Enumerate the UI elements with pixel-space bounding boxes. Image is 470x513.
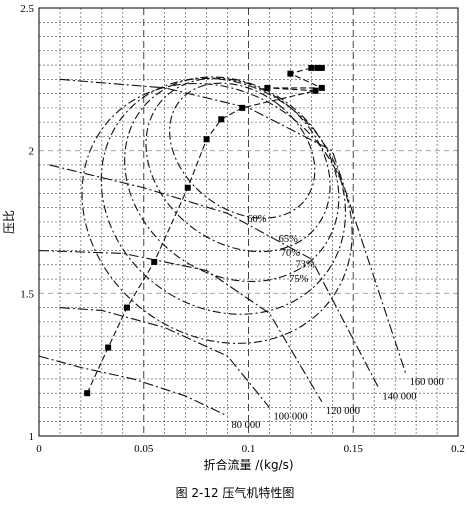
surge-point bbox=[287, 70, 294, 77]
surge-points bbox=[84, 64, 325, 397]
efficiency-islands bbox=[81, 76, 353, 344]
efficiency-label: 73% bbox=[295, 260, 315, 271]
efficiency-island bbox=[145, 77, 331, 253]
surge-point bbox=[151, 258, 158, 265]
y-tick-label: 1.5 bbox=[20, 288, 34, 300]
axis-ticks: 0 0.05 0.1 0.15 0.2 1 1.5 2 2.5 bbox=[20, 3, 465, 455]
surge-point bbox=[318, 64, 325, 71]
speed-line bbox=[38, 355, 228, 417]
surge-point bbox=[105, 344, 112, 351]
surge-point bbox=[123, 304, 130, 311]
surge-point bbox=[184, 184, 191, 191]
surge-point bbox=[308, 64, 315, 71]
surge-point bbox=[314, 64, 321, 71]
surge-point bbox=[203, 136, 210, 143]
y-axis-label: 压比 bbox=[2, 210, 16, 234]
chart-annotations: 60% 65% 70%73% 75% 80 000 100 000 120 000 140 0… bbox=[232, 214, 444, 431]
efficiency-label: 75% bbox=[289, 274, 309, 285]
speed-label: 140 000 bbox=[382, 391, 416, 402]
surge-point bbox=[318, 84, 325, 91]
surge-point bbox=[312, 87, 319, 94]
speed-label: 80 000 bbox=[232, 420, 261, 431]
speed-line bbox=[49, 164, 379, 388]
speed-label: 120 000 bbox=[326, 406, 360, 417]
speed-line bbox=[38, 249, 323, 403]
x-tick-label: 0.2 bbox=[451, 443, 465, 455]
surge-point bbox=[239, 104, 246, 111]
x-axis-label: 折合流量 /(kg/s) bbox=[203, 457, 293, 472]
efficiency-island bbox=[169, 82, 316, 219]
y-tick-label: 2 bbox=[29, 146, 35, 158]
x-tick-label: 0.1 bbox=[242, 443, 256, 455]
surge-point bbox=[264, 84, 271, 91]
x-tick-label: 0 bbox=[36, 443, 42, 455]
efficiency-island bbox=[124, 76, 340, 283]
x-tick-label: 0.05 bbox=[134, 443, 154, 455]
surge-point bbox=[218, 116, 225, 123]
surge-point bbox=[84, 390, 91, 397]
speed-label: 160 000 bbox=[410, 377, 444, 388]
speed-label: 100 000 bbox=[273, 411, 307, 422]
y-tick-label: 1 bbox=[29, 431, 35, 443]
efficiency-label: 65% bbox=[279, 234, 299, 245]
efficiency-label: 60% bbox=[247, 214, 267, 225]
y-tick-label: 2.5 bbox=[20, 3, 34, 15]
plot-frame bbox=[38, 7, 459, 437]
efficiency-label: 70% bbox=[281, 248, 301, 259]
efficiency-island bbox=[100, 77, 347, 315]
x-tick-label: 0.15 bbox=[344, 443, 364, 455]
speed-line bbox=[59, 78, 407, 374]
efficiency-island bbox=[81, 82, 353, 344]
speed-lines bbox=[38, 78, 407, 417]
figure-caption: 图 2-12 压气机特性图 bbox=[175, 486, 295, 500]
speed-line bbox=[59, 307, 270, 408]
